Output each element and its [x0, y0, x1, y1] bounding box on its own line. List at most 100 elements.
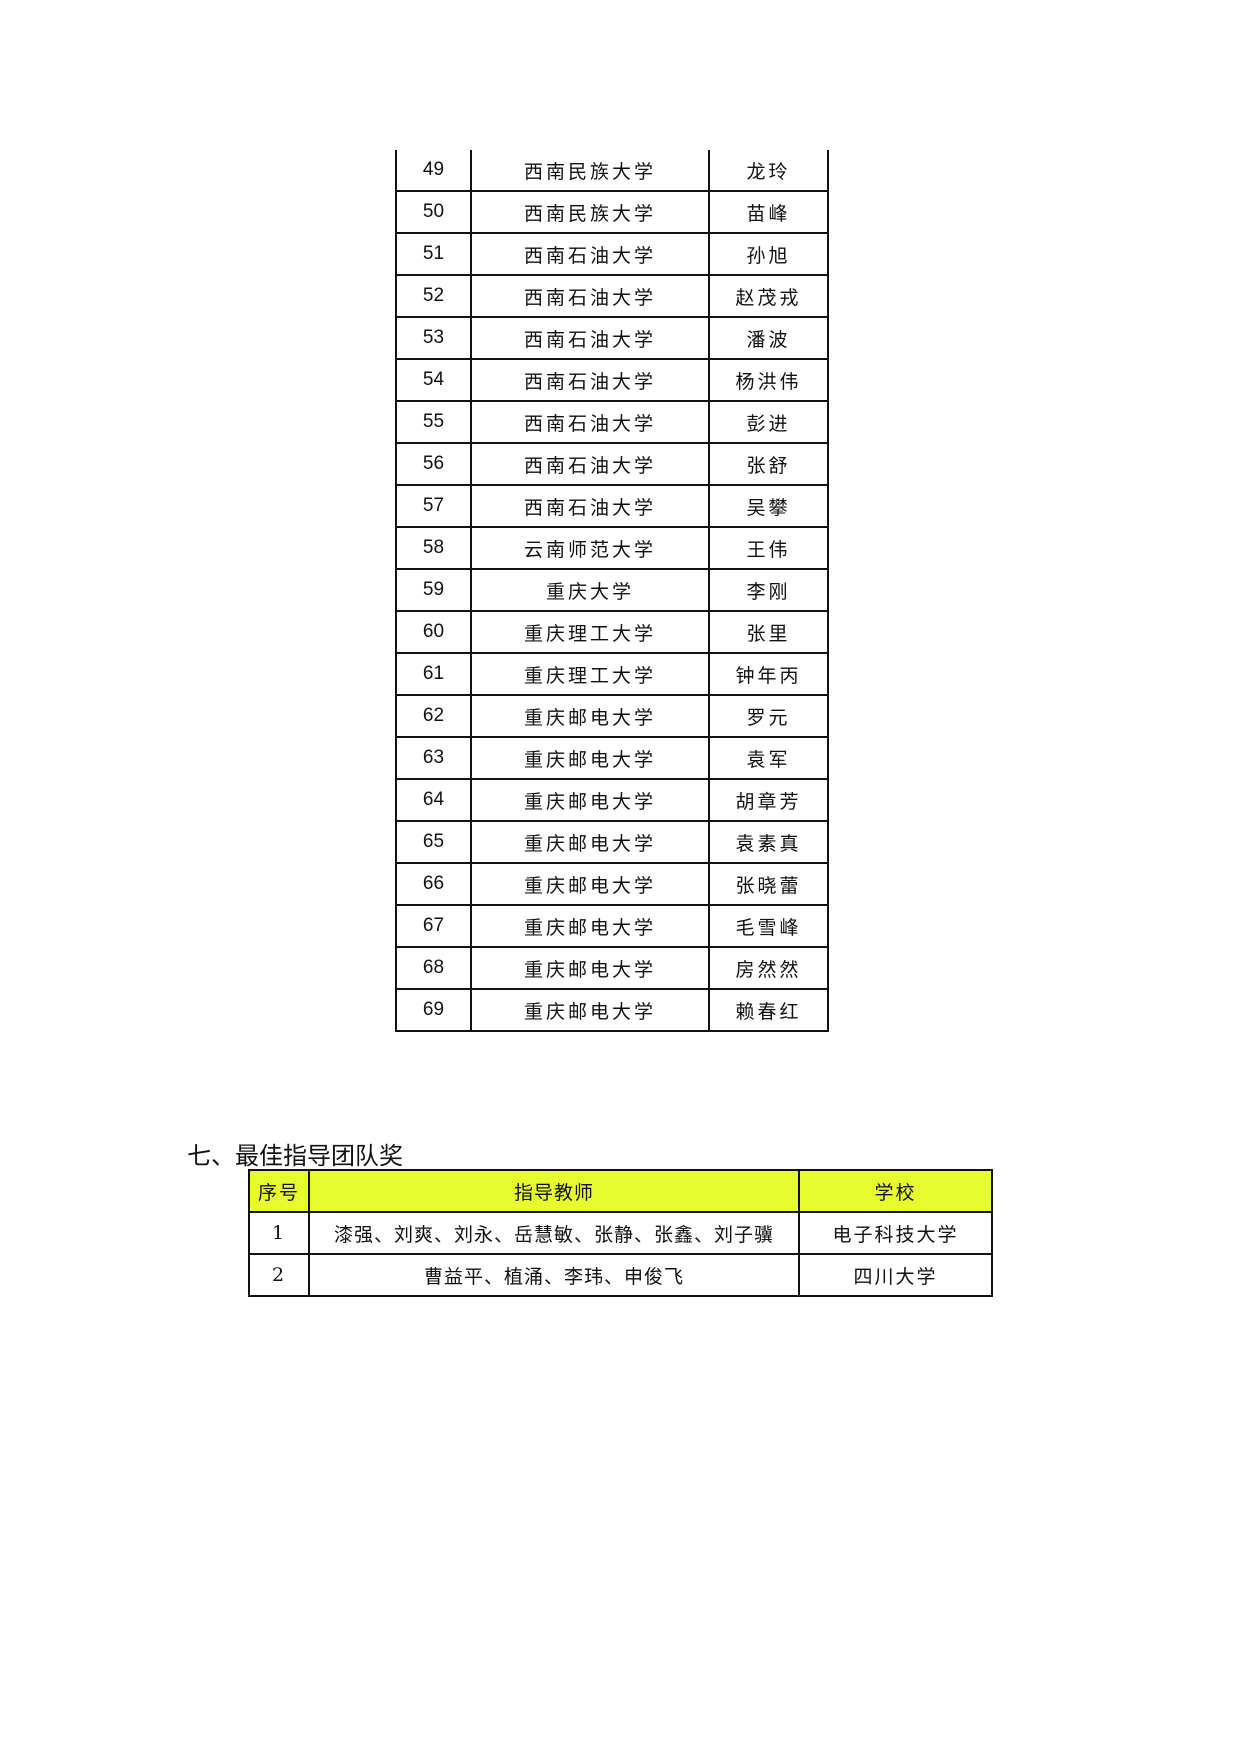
cell-school: 重庆邮电大学	[470, 736, 710, 780]
cell-index: 58	[395, 526, 472, 570]
table-row: 2 曹益平、植涌、李玮、申俊飞 四川大学	[248, 1253, 993, 1297]
cell-index: 69	[395, 988, 472, 1032]
cell-school: 电子科技大学	[798, 1211, 993, 1255]
cell-index: 53	[395, 316, 472, 360]
cell-school: 西南石油大学	[470, 358, 710, 402]
cell-school: 西南石油大学	[470, 232, 710, 276]
table-row: 57 西南石油大学 吴攀	[395, 484, 829, 528]
cell-name: 胡章芳	[708, 778, 829, 822]
table-row: 52 西南石油大学 赵茂戎	[395, 274, 829, 318]
cell-teachers: 曹益平、植涌、李玮、申俊飞	[308, 1253, 800, 1297]
cell-school: 重庆大学	[470, 568, 710, 612]
table-row: 50 西南民族大学 苗峰	[395, 190, 829, 234]
cell-index: 55	[395, 400, 472, 444]
cell-index: 51	[395, 232, 472, 276]
cell-index: 56	[395, 442, 472, 486]
cell-name: 赖春红	[708, 988, 829, 1032]
table-row: 53 西南石油大学 潘波	[395, 316, 829, 360]
cell-school: 重庆邮电大学	[470, 988, 710, 1032]
table-header-row: 序号 指导教师 学校	[248, 1169, 993, 1213]
cell-school: 重庆邮电大学	[470, 694, 710, 738]
table-row: 61 重庆理工大学 钟年丙	[395, 652, 829, 696]
best-team-table: 序号 指导教师 学校 1 漆强、刘爽、刘永、岳慧敏、张静、张鑫、刘子骥 电子科技…	[248, 1169, 993, 1297]
cell-name: 孙旭	[708, 232, 829, 276]
cell-index: 54	[395, 358, 472, 402]
cell-index: 61	[395, 652, 472, 696]
table-row: 66 重庆邮电大学 张晓蕾	[395, 862, 829, 906]
cell-teachers: 漆强、刘爽、刘永、岳慧敏、张静、张鑫、刘子骥	[308, 1211, 800, 1255]
header-teachers: 指导教师	[308, 1169, 800, 1213]
cell-index: 63	[395, 736, 472, 780]
awards-table-continued: 49 西南民族大学 龙玲 50 西南民族大学 苗峰 51 西南石油大学 孙旭 52 西南石油大学 赵茂…	[395, 150, 829, 1032]
cell-name: 杨洪伟	[708, 358, 829, 402]
table-row: 63 重庆邮电大学 袁军	[395, 736, 829, 780]
cell-index: 57	[395, 484, 472, 528]
header-index: 序号	[248, 1169, 310, 1213]
cell-school: 西南民族大学	[470, 190, 710, 234]
table-row: 69 重庆邮电大学 赖春红	[395, 988, 829, 1032]
cell-school: 云南师范大学	[470, 526, 710, 570]
cell-index: 68	[395, 946, 472, 990]
cell-school: 西南石油大学	[470, 274, 710, 318]
cell-school: 重庆邮电大学	[470, 904, 710, 948]
table-row: 65 重庆邮电大学 袁素真	[395, 820, 829, 864]
cell-school: 西南石油大学	[470, 442, 710, 486]
cell-name: 毛雪峰	[708, 904, 829, 948]
cell-name: 李刚	[708, 568, 829, 612]
table-row: 64 重庆邮电大学 胡章芳	[395, 778, 829, 822]
cell-index: 65	[395, 820, 472, 864]
cell-index: 62	[395, 694, 472, 738]
cell-index: 50	[395, 190, 472, 234]
table-row: 58 云南师范大学 王伟	[395, 526, 829, 570]
table-row: 67 重庆邮电大学 毛雪峰	[395, 904, 829, 948]
cell-index: 1	[248, 1211, 310, 1255]
cell-name: 张舒	[708, 442, 829, 486]
cell-name: 苗峰	[708, 190, 829, 234]
cell-school: 重庆理工大学	[470, 652, 710, 696]
cell-school: 西南民族大学	[470, 150, 710, 192]
cell-school: 四川大学	[798, 1253, 993, 1297]
section-heading: 七、最佳指导团队奖	[187, 1142, 403, 1170]
cell-school: 重庆邮电大学	[470, 820, 710, 864]
cell-name: 张里	[708, 610, 829, 654]
cell-school: 西南石油大学	[470, 484, 710, 528]
cell-index: 2	[248, 1253, 310, 1297]
cell-name: 王伟	[708, 526, 829, 570]
cell-name: 罗元	[708, 694, 829, 738]
cell-school: 重庆理工大学	[470, 610, 710, 654]
cell-name: 吴攀	[708, 484, 829, 528]
cell-school: 西南石油大学	[470, 400, 710, 444]
cell-name: 龙玲	[708, 150, 829, 192]
cell-school: 重庆邮电大学	[470, 778, 710, 822]
table-row: 59 重庆大学 李刚	[395, 568, 829, 612]
cell-name: 潘波	[708, 316, 829, 360]
table-row: 55 西南石油大学 彭进	[395, 400, 829, 444]
table-row: 1 漆强、刘爽、刘永、岳慧敏、张静、张鑫、刘子骥 电子科技大学	[248, 1211, 993, 1255]
cell-index: 52	[395, 274, 472, 318]
table-row: 62 重庆邮电大学 罗元	[395, 694, 829, 738]
cell-index: 60	[395, 610, 472, 654]
cell-index: 64	[395, 778, 472, 822]
table-row: 49 西南民族大学 龙玲	[395, 150, 829, 192]
cell-name: 张晓蕾	[708, 862, 829, 906]
table-row: 60 重庆理工大学 张里	[395, 610, 829, 654]
cell-name: 房然然	[708, 946, 829, 990]
cell-index: 66	[395, 862, 472, 906]
table-row: 54 西南石油大学 杨洪伟	[395, 358, 829, 402]
cell-name: 袁素真	[708, 820, 829, 864]
table-row: 68 重庆邮电大学 房然然	[395, 946, 829, 990]
cell-school: 西南石油大学	[470, 316, 710, 360]
cell-index: 49	[395, 150, 472, 192]
header-school: 学校	[798, 1169, 993, 1213]
cell-name: 彭进	[708, 400, 829, 444]
cell-index: 59	[395, 568, 472, 612]
cell-school: 重庆邮电大学	[470, 862, 710, 906]
cell-name: 赵茂戎	[708, 274, 829, 318]
cell-name: 钟年丙	[708, 652, 829, 696]
cell-school: 重庆邮电大学	[470, 946, 710, 990]
table-row: 56 西南石油大学 张舒	[395, 442, 829, 486]
cell-index: 67	[395, 904, 472, 948]
table-row: 51 西南石油大学 孙旭	[395, 232, 829, 276]
cell-name: 袁军	[708, 736, 829, 780]
